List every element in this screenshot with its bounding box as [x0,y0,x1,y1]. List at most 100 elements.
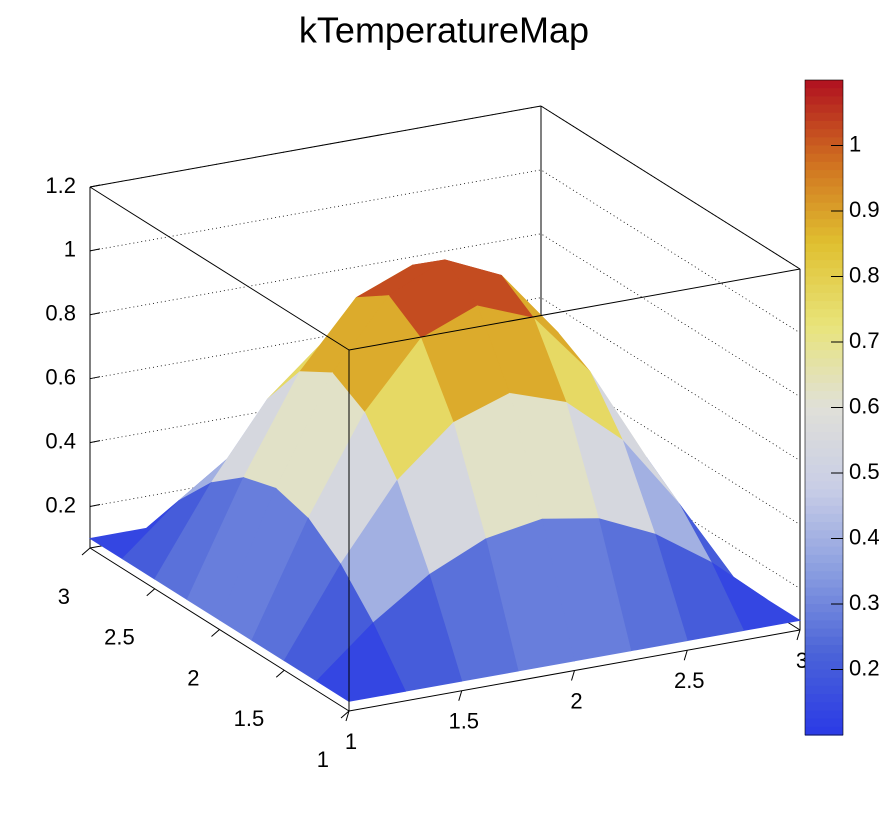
colorbar-segment [805,513,843,523]
colorbar-tick-label: 0.2 [849,655,880,680]
y-tick [81,547,91,556]
colorbar-segment [805,178,843,188]
colorbar-segment [805,391,843,400]
colorbar-segment [805,710,843,720]
z-tick-label: 0.4 [45,428,76,453]
z-tick-label: 0.6 [45,364,76,389]
z-tick-label: 1 [64,237,76,262]
colorbar-segment [805,612,843,621]
colorbar-segment [805,440,843,450]
x-tick [683,650,688,661]
x-tick-label: 1 [345,729,357,754]
y-tick [340,710,350,719]
y-tick-label: 3 [58,584,70,609]
colorbar-segment [805,292,843,302]
colorbar-segment [805,145,843,155]
colorbar-tick-label: 0.5 [849,459,880,484]
colorbar-segment [805,153,843,163]
colorbar-segment [805,284,843,294]
colorbar-segment [805,227,843,237]
colorbar-segment [805,161,843,171]
chart-title: kTemperatureMap [299,10,589,51]
colorbar-segment [805,382,843,392]
colorbar-segment [805,194,843,204]
colorbar-segment [805,407,843,417]
colorbar-segment [805,202,843,212]
box-edge [348,268,801,351]
colorbar-segment [805,685,843,695]
colorbar-tick-label: 0.4 [849,524,880,549]
colorbar-segment [805,112,843,122]
colorbar-segment [805,604,843,613]
colorbar-segment [805,636,843,646]
colorbar-segment [805,497,843,507]
colorbar-segment [805,170,843,179]
colorbar-segment [805,554,843,564]
colorbar-tick-label: 0.9 [849,197,880,222]
colorbar-segment [805,186,843,196]
y-tick-label: 1.5 [234,706,265,731]
colorbar-segment [805,522,843,531]
z-tick-label: 0.8 [45,301,76,326]
y-tick-label: 2.5 [104,625,135,650]
colorbar-segment [805,628,843,638]
colorbar-segment [805,276,843,286]
colorbar-segment [805,80,843,89]
colorbar-segment [805,669,843,679]
colorbar-segment [805,399,843,409]
colorbar-segment [805,342,843,351]
colorbar-segment [805,358,843,368]
colorbar-segment [805,694,843,703]
z-tick-label: 0.2 [45,492,76,517]
colorbar-tick-label: 0.3 [849,590,880,615]
colorbar-segment [805,129,843,138]
colorbar-tick-label: 1 [849,131,861,156]
y-tick-label: 1 [317,747,329,772]
colorbar-segment [805,464,843,474]
colorbar-segment [805,243,843,253]
colorbar-segment [805,219,843,228]
x-tick [571,670,575,681]
colorbar-segment [805,579,843,589]
colorbar-segment [805,260,843,269]
colorbar-segment [805,317,843,327]
colorbar-segment [805,88,843,97]
colorbar-segment [805,473,843,482]
colorbar-segment [805,120,843,130]
box-edge [89,105,542,188]
colorbar-segment [805,677,843,687]
colorbar-segment [805,251,843,261]
colorbar-segment [805,374,843,384]
colorbar-segment [805,595,843,605]
colorbar-segment [805,325,843,335]
x-tick [458,690,463,701]
x-tick [345,710,350,722]
y-tick-label: 2 [187,665,199,690]
z-tick-label: 1.2 [45,173,76,198]
colorbar-segment [805,96,843,106]
colorbar-segment [805,718,843,728]
colorbar-segment [805,448,843,458]
grid-line [89,169,801,334]
colorbar-segment [805,309,843,319]
colorbar-segment [805,571,843,581]
grid-line [89,297,801,462]
colorbar-segment [805,620,843,630]
grid-line [89,233,801,398]
colorbar-segment [805,481,843,490]
colorbar-segment [805,653,843,662]
colorbar-segment [805,423,843,433]
y-tick [211,629,220,637]
colorbar-segment [805,702,843,712]
colorbar-segment [805,489,843,499]
colorbar-segment [805,350,843,359]
colorbar-segment [805,137,843,147]
colorbar-segment [805,235,843,245]
colorbar-segment [805,530,843,540]
y-tick [275,669,285,678]
x-tick-label: 1.5 [448,709,479,734]
colorbar-segment [805,268,843,278]
colorbar-tick-label: 0.6 [849,393,880,418]
colorbar-segment [805,301,843,310]
